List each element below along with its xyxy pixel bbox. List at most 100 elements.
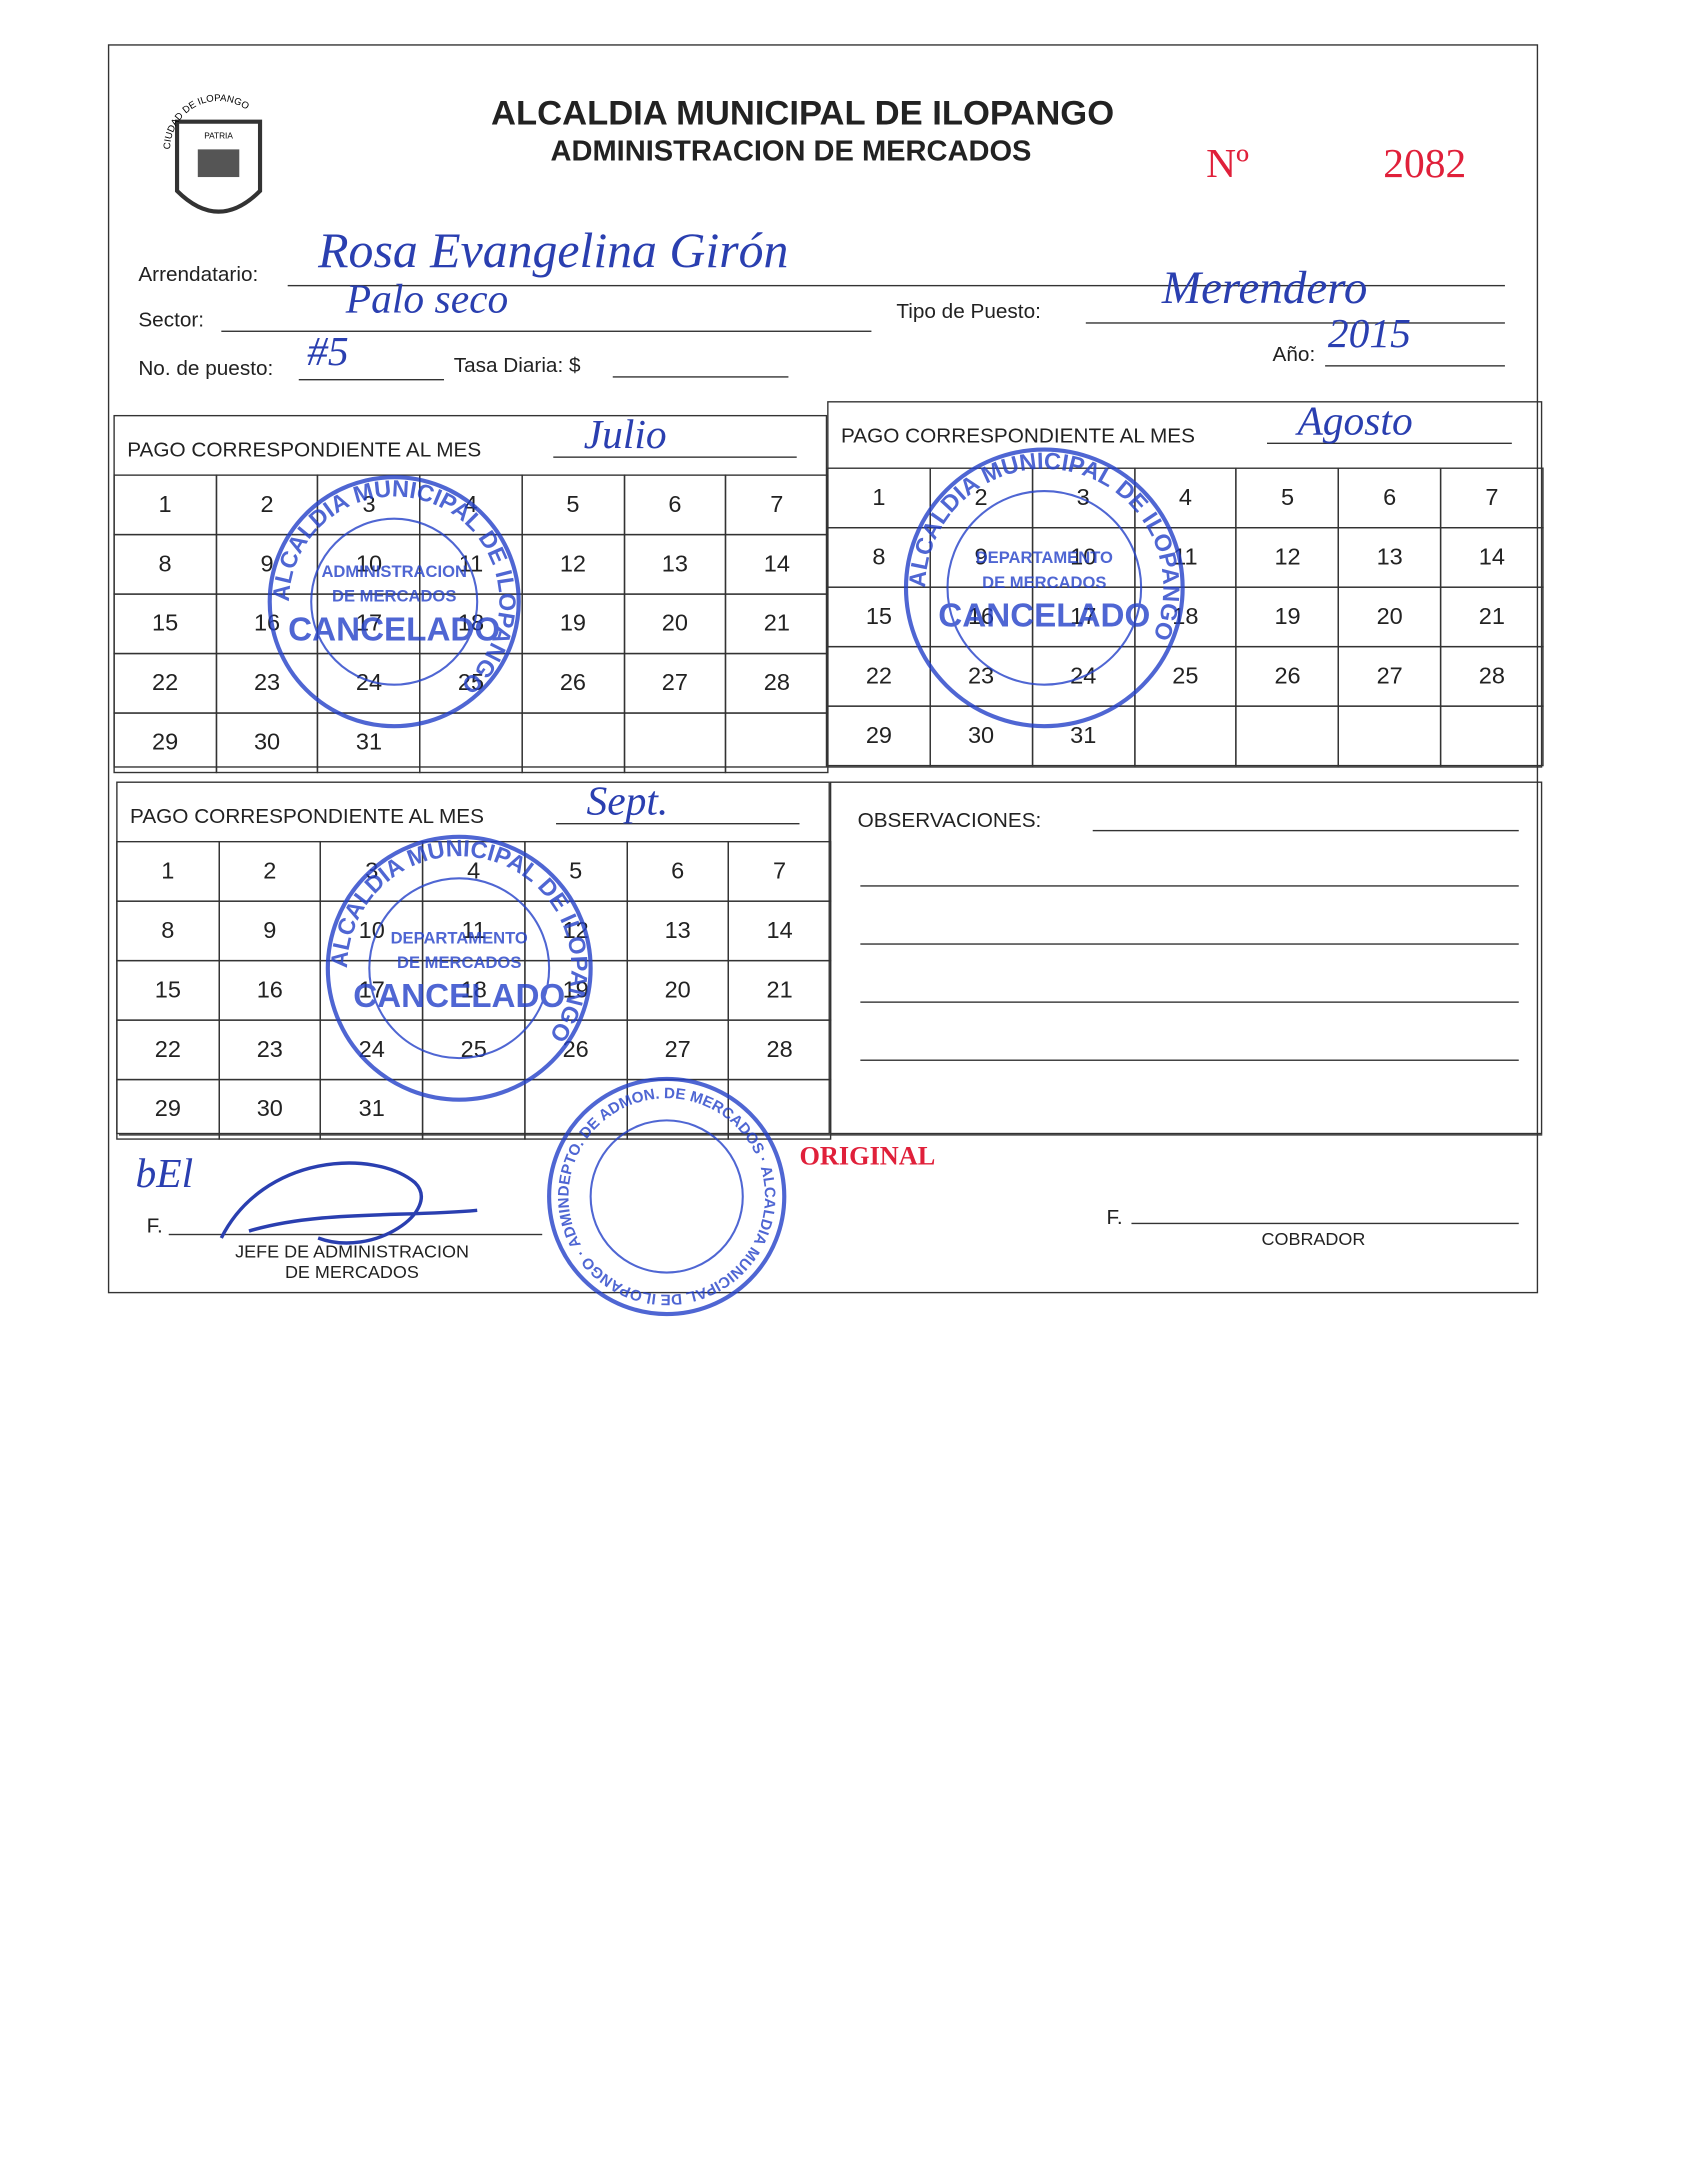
empty-cell (727, 1078, 832, 1140)
day-cell: 21 (1440, 586, 1544, 648)
number: 2082 (1383, 141, 1467, 187)
empty-cell (1440, 705, 1544, 767)
stamp-line: CANCELADO (353, 978, 565, 1015)
title: ALCALDIA MUNICIPAL DE ILOPANGO (491, 94, 1115, 133)
day-cell: 6 (1337, 467, 1442, 529)
sign-left: F. (146, 1214, 163, 1238)
day-cell: 8 (113, 533, 217, 595)
day-cell: 30 (929, 705, 1033, 767)
empty-cell (1235, 705, 1340, 767)
stall-type: Merendero (1161, 262, 1368, 314)
day-cell: 14 (727, 900, 832, 962)
day-cell: 26 (1235, 645, 1340, 707)
day-cell: 7 (727, 840, 832, 902)
stamp: ALCALDIA MUNICIPAL DE ILOPANGODEPARTAMEN… (325, 834, 593, 1102)
form-border (107, 44, 1539, 1294)
day-cell: 30 (218, 1078, 322, 1140)
empty-cell (521, 712, 625, 774)
sector-label: Sector: (138, 308, 205, 332)
stamp-line: DE MERCADOS (982, 573, 1106, 592)
day-cell: 19 (521, 593, 625, 655)
month-label: PAGO CORRESPONDIENTE AL MES (840, 424, 1195, 449)
stamp-line: DE MERCADOS (332, 587, 456, 606)
tenant: Rosa Evangelina Girón (318, 222, 789, 279)
day-cell: 16 (218, 959, 322, 1021)
month-name: Agosto (1297, 398, 1413, 445)
day-cell: 27 (1337, 645, 1442, 707)
year: 2015 (1327, 311, 1411, 357)
empty-cell (725, 712, 829, 774)
day-cell: 17 (1031, 586, 1135, 648)
day-cell: 29 (116, 1078, 220, 1140)
type-label: Tipo de Puesto: (896, 300, 1041, 324)
day-cell: 28 (725, 652, 829, 714)
day-cell: 15 (113, 593, 217, 655)
sign-right: F. (1106, 1206, 1123, 1230)
stamp-line: DE MERCADOS (397, 953, 521, 972)
signature (219, 1161, 478, 1245)
stall: #5 (307, 329, 349, 375)
initials: bEl (135, 1150, 194, 1197)
day-cell: 12 (521, 533, 625, 595)
empty-cell (1337, 705, 1442, 767)
month-line (1267, 442, 1512, 445)
day-cell: 1 (116, 840, 220, 902)
month-name: Julio (583, 412, 667, 458)
day-cell: 14 (1440, 526, 1544, 588)
day-cell: 5 (521, 474, 625, 536)
day-cell: 28 (1440, 645, 1544, 707)
empty-cell (623, 712, 727, 774)
stall-label: No. de puesto: (138, 356, 274, 381)
day-cell: 7 (1440, 467, 1544, 529)
month-name: Sept. (586, 778, 669, 825)
day-cell: 9 (218, 900, 322, 962)
day-cell: 8 (116, 900, 220, 962)
chief-line2: DE MERCADOS (284, 1261, 419, 1283)
chief-line1: JEFE DE ADMINISTRACION (235, 1240, 469, 1262)
subtitle: ADMINISTRACION DE MERCADOS (550, 135, 1032, 168)
day-cell: 13 (623, 533, 727, 595)
observations-box (829, 781, 1543, 1135)
month-label: PAGO CORRESPONDIENTE AL MES (130, 805, 484, 829)
day-cell: 13 (1337, 526, 1442, 588)
day-cell: 13 (625, 900, 730, 962)
day-cell: 2 (218, 840, 322, 902)
day-cell: 27 (623, 652, 727, 714)
stamp-line: CANCELADO (938, 598, 1150, 635)
day-cell: 20 (1337, 586, 1442, 648)
day-cell: 29 (113, 712, 217, 774)
stamp: ALCALDIA MUNICIPAL DE ILOPANGOADMINISTRA… (267, 475, 521, 729)
month-line (556, 823, 800, 825)
number-label: Nº (1206, 141, 1249, 187)
stamp-line: ADMINISTRACION (321, 562, 467, 581)
original-label: ORIGINAL (799, 1142, 936, 1172)
day-cell: 5 (1235, 467, 1340, 529)
day-cell: 29 (827, 705, 931, 767)
day-cell: 31 (1031, 705, 1135, 767)
month-line (553, 456, 797, 458)
tenant-label: Arrendatario: (138, 262, 259, 287)
day-cell: 7 (725, 474, 829, 536)
day-cell: 21 (727, 959, 832, 1021)
year-label: Año: (1272, 343, 1316, 367)
observations-label: OBSERVACIONES: (857, 809, 1042, 833)
day-cell: 20 (625, 959, 730, 1021)
day-cell: 22 (113, 652, 217, 714)
stamp-line: CANCELADO (288, 611, 500, 648)
stamp: DEPTO. DE ADMON. DE MERCADOS · ALCALDIA … (536, 1059, 787, 1317)
day-cell: 19 (1235, 586, 1340, 648)
sector: Palo seco (345, 276, 509, 323)
day-cell: 12 (1235, 526, 1340, 588)
day-cell: 1 (113, 474, 217, 536)
day-cell: 6 (623, 474, 727, 536)
stamp-line: DEPARTAMENTO (391, 928, 528, 947)
day-cell: 31 (320, 1078, 424, 1140)
day-cell: 6 (625, 840, 730, 902)
day-cell: 15 (116, 959, 220, 1021)
day-cell: 26 (521, 652, 625, 714)
day-cell: 21 (725, 593, 829, 655)
day-cell: 20 (623, 593, 727, 655)
day-cell: 22 (116, 1019, 220, 1081)
day-cell: 14 (725, 533, 829, 595)
